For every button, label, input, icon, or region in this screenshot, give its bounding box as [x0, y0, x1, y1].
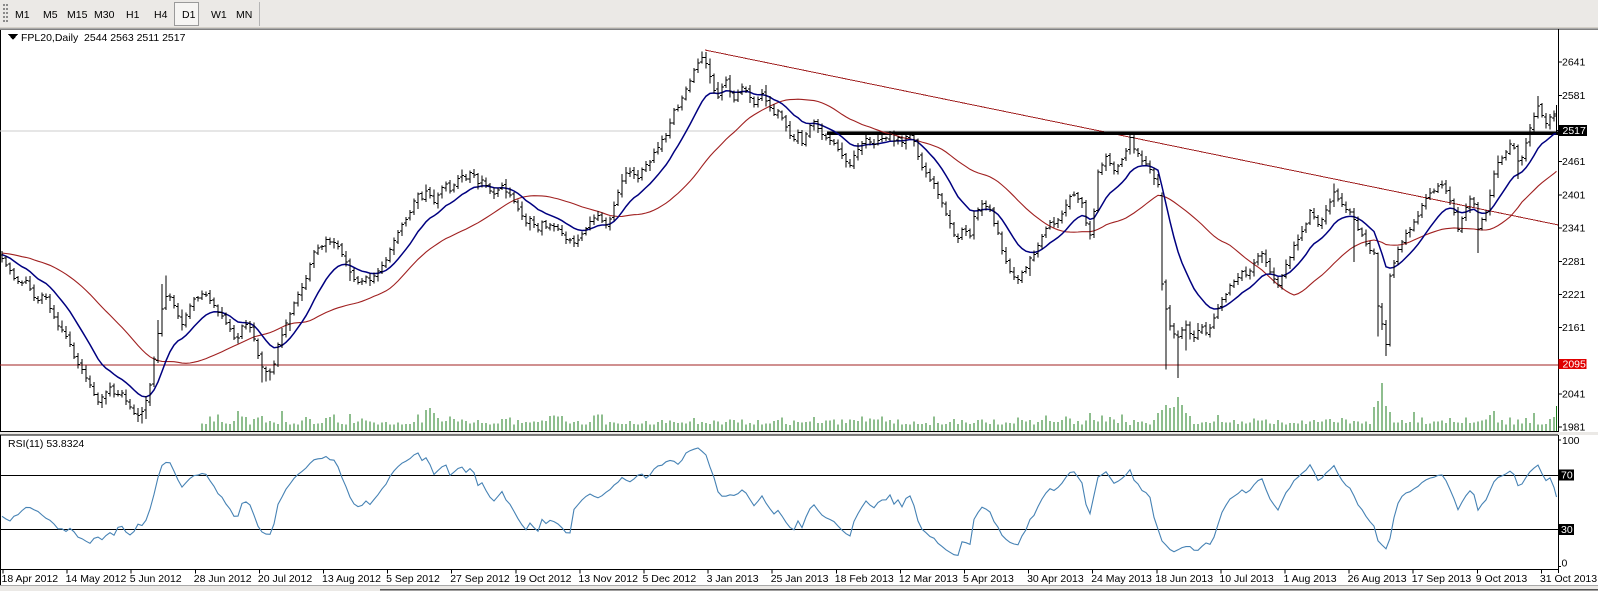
svg-text:18 Apr 2012: 18 Apr 2012: [2, 573, 59, 585]
svg-text:2095: 2095: [1563, 359, 1587, 371]
svg-text:M5: M5: [43, 9, 58, 21]
svg-text:2041: 2041: [1562, 389, 1586, 401]
svg-text:70: 70: [1561, 470, 1573, 482]
svg-text:H4: H4: [154, 9, 168, 21]
svg-text:2161: 2161: [1562, 322, 1586, 334]
svg-text:1981: 1981: [1562, 422, 1586, 434]
svg-text:5 Jun 2012: 5 Jun 2012: [130, 573, 182, 585]
svg-text:2581: 2581: [1562, 90, 1586, 102]
svg-text:M15: M15: [67, 9, 88, 21]
svg-text:FPL20,Daily 2544 2563 2511 25: FPL20,Daily 2544 2563 2511 2517: [21, 32, 186, 44]
svg-text:5 Dec 2012: 5 Dec 2012: [643, 573, 697, 585]
svg-text:18 Feb 2013: 18 Feb 2013: [835, 573, 894, 585]
svg-text:H1: H1: [126, 9, 140, 21]
svg-text:17 Sep 2013: 17 Sep 2013: [1412, 573, 1472, 585]
svg-text:5 Sep 2012: 5 Sep 2012: [386, 573, 440, 585]
svg-text:30: 30: [1561, 524, 1573, 536]
svg-text:27 Sep 2012: 27 Sep 2012: [450, 573, 510, 585]
svg-text:W1: W1: [211, 9, 227, 21]
svg-text:25 Jan 2013: 25 Jan 2013: [771, 573, 829, 585]
svg-text:30 Apr 2013: 30 Apr 2013: [1027, 573, 1084, 585]
svg-text:13 Nov 2012: 13 Nov 2012: [578, 573, 638, 585]
svg-text:12 Mar 2013: 12 Mar 2013: [899, 573, 958, 585]
svg-text:2281: 2281: [1562, 256, 1586, 268]
svg-text:1 Aug 2013: 1 Aug 2013: [1284, 573, 1337, 585]
svg-text:9 Oct 2013: 9 Oct 2013: [1476, 573, 1528, 585]
svg-text:2341: 2341: [1562, 223, 1586, 235]
svg-text:14 May 2012: 14 May 2012: [66, 573, 127, 585]
svg-text:2461: 2461: [1562, 156, 1586, 168]
svg-text:24 May 2013: 24 May 2013: [1091, 573, 1152, 585]
svg-text:2401: 2401: [1562, 189, 1586, 201]
svg-text:3 Jan 2013: 3 Jan 2013: [707, 573, 759, 585]
svg-text:0: 0: [1562, 558, 1568, 570]
svg-text:18 Jun 2013: 18 Jun 2013: [1155, 573, 1213, 585]
svg-text:10 Jul 2013: 10 Jul 2013: [1219, 573, 1273, 585]
svg-text:100: 100: [1562, 435, 1580, 447]
svg-text:31 Oct 2013: 31 Oct 2013: [1540, 573, 1597, 585]
svg-text:26 Aug 2013: 26 Aug 2013: [1348, 573, 1407, 585]
svg-text:13 Aug 2012: 13 Aug 2012: [322, 573, 381, 585]
svg-text:2641: 2641: [1562, 57, 1586, 69]
svg-text:2517: 2517: [1563, 125, 1587, 137]
svg-text:20 Jul 2012: 20 Jul 2012: [258, 573, 312, 585]
svg-text:RSI(11) 53.8324: RSI(11) 53.8324: [8, 438, 84, 450]
svg-text:MN: MN: [236, 9, 252, 21]
svg-text:2221: 2221: [1562, 289, 1586, 301]
svg-text:28 Jun 2012: 28 Jun 2012: [194, 573, 252, 585]
svg-text:D1: D1: [182, 9, 196, 21]
svg-text:M30: M30: [94, 9, 115, 21]
svg-text:19 Oct 2012: 19 Oct 2012: [514, 573, 571, 585]
svg-text:5 Apr 2013: 5 Apr 2013: [963, 573, 1014, 585]
svg-text:M1: M1: [15, 9, 30, 21]
